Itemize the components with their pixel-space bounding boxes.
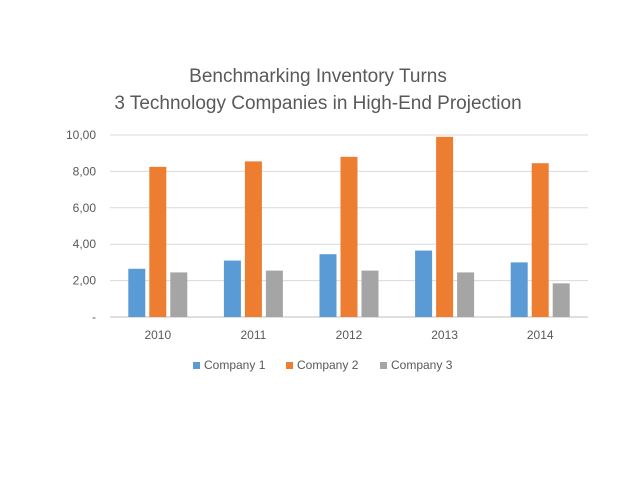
y-tick-label: - <box>92 310 96 324</box>
bar-company-3-2012 <box>361 270 379 317</box>
legend-label: Company 2 <box>297 358 359 372</box>
legend-label: Company 1 <box>204 358 266 372</box>
bar-company-1-2012 <box>319 254 337 317</box>
y-tick-label: 2,00 <box>73 274 97 288</box>
y-tick-label: 4,00 <box>73 237 97 251</box>
bar-company-3-2011 <box>265 270 283 317</box>
x-tick-label: 2010 <box>144 328 171 342</box>
bar-company-1-2010 <box>128 268 146 317</box>
x-tick-label: 2012 <box>336 328 363 342</box>
bar-company-3-2014 <box>552 283 570 317</box>
legend-swatch <box>193 362 200 369</box>
bar-company-3-2013 <box>457 272 475 317</box>
legend-swatch <box>286 362 293 369</box>
bar-company-1-2013 <box>415 250 433 317</box>
bar-company-2-2011 <box>244 161 262 317</box>
bar-company-2-2012 <box>340 156 358 317</box>
x-tick-label: 2011 <box>240 328 266 342</box>
bar-company-2-2014 <box>531 163 549 317</box>
y-tick-label: 8,00 <box>73 164 97 178</box>
x-axis-ticks: 2010 2011 2012 2013 2014 <box>144 328 553 342</box>
legend-label: Company 3 <box>391 358 453 372</box>
chart-subtitle: 3 Technology Companies in High-End Proje… <box>114 93 521 114</box>
bar-company-2-2013 <box>436 136 454 317</box>
legend: Company 1 Company 2 Company 3 <box>193 358 453 372</box>
x-tick-label: 2013 <box>431 328 458 342</box>
legend-swatch <box>380 362 387 369</box>
x-tick-label: 2014 <box>527 328 554 342</box>
chart-title: Benchmarking Inventory Turns <box>189 66 447 87</box>
bar-company-1-2014 <box>510 262 528 317</box>
bar-company-1-2011 <box>223 260 241 317</box>
y-tick-label: 6,00 <box>73 201 97 215</box>
bars <box>128 136 570 317</box>
y-axis-ticks: - 2,00 4,00 6,00 8,00 10,00 <box>66 128 96 324</box>
y-tick-label: 10,00 <box>66 128 96 142</box>
bar-company-3-2010 <box>170 272 188 317</box>
bar-company-2-2010 <box>149 166 167 317</box>
